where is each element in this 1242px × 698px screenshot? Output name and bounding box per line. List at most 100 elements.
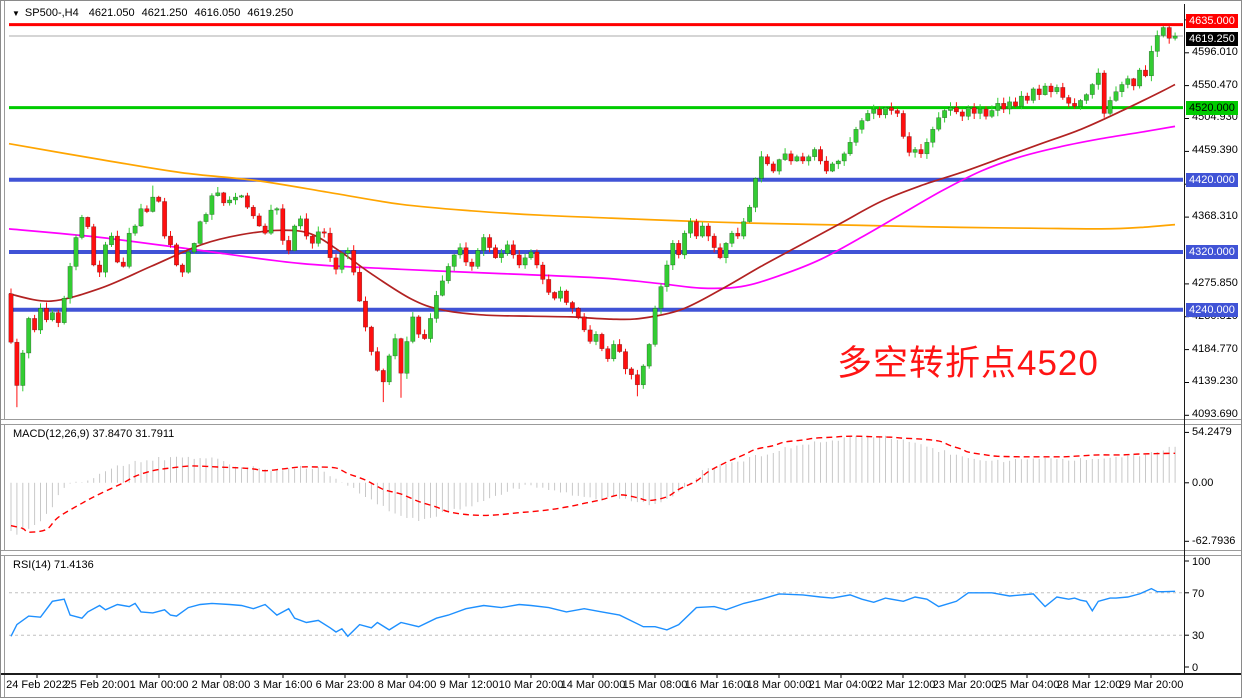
- annotation-text: 多空转折点4520: [837, 344, 1099, 383]
- candle-body: [487, 237, 493, 248]
- candle-body: [233, 196, 238, 201]
- candle-body: [812, 149, 818, 157]
- candle-body: [575, 308, 581, 318]
- panel-divider-macd[interactable]: [1, 419, 1241, 425]
- candle-body: [498, 253, 504, 258]
- candle-body: [292, 225, 298, 251]
- candle-body: [280, 208, 286, 241]
- candle-body: [924, 142, 930, 155]
- candle-body: [1101, 72, 1107, 114]
- candle-body: [764, 156, 770, 165]
- ohlc-high: 4621.250: [141, 7, 188, 19]
- time-axis-label: 28 Mar 12:00: [1056, 679, 1122, 691]
- candle-body: [1107, 100, 1113, 114]
- candle-body: [144, 208, 150, 212]
- candle-body: [912, 149, 918, 153]
- time-axis-label: 24 Feb 2022: [6, 679, 68, 691]
- candle-body: [1119, 84, 1125, 92]
- candle-body: [717, 247, 723, 259]
- candle-body: [439, 280, 445, 296]
- candle-body: [758, 156, 764, 179]
- time-axis-label: 25 Feb 20:00: [64, 679, 130, 691]
- candle-body: [1072, 103, 1078, 107]
- candle-body: [156, 196, 162, 202]
- ohlc-open: 4621.050: [88, 7, 135, 19]
- candle-body: [469, 261, 475, 267]
- candle-body: [73, 237, 79, 267]
- candle-body: [168, 235, 173, 246]
- price-axis-label: 4093.690: [1192, 408, 1238, 420]
- candle-body: [26, 318, 32, 354]
- price-axis-label: 4596.010: [1192, 46, 1238, 58]
- candle-body: [617, 344, 623, 352]
- candle-body: [794, 156, 800, 162]
- panel-divider-rsi[interactable]: [1, 550, 1241, 556]
- candle-body: [942, 110, 948, 118]
- candle-body: [918, 149, 924, 155]
- candle-body: [818, 149, 823, 162]
- time-axis-label: 8 Mar 04:00: [377, 679, 437, 691]
- candle-body: [327, 232, 333, 258]
- candle-body: [693, 221, 699, 237]
- candle-body: [1089, 84, 1095, 95]
- candle-body: [150, 196, 156, 212]
- candle-body: [676, 243, 682, 256]
- medium-ma-magenta: [8, 125, 1176, 290]
- candle-body: [593, 334, 599, 342]
- price-badge-4240: 4240.000: [1186, 303, 1238, 317]
- candle-body: [1024, 95, 1030, 101]
- candle-body: [392, 338, 398, 357]
- candle-body: [628, 368, 634, 375]
- candle-body: [646, 344, 652, 367]
- candle-body: [304, 218, 309, 237]
- candle-body: [14, 341, 20, 386]
- candle-body: [847, 142, 853, 155]
- candle-body: [55, 312, 61, 323]
- candle-body: [368, 326, 374, 352]
- candle-body: [823, 160, 829, 172]
- candle-body: [1054, 87, 1060, 92]
- candle-body: [138, 208, 144, 227]
- candle-body: [1001, 103, 1007, 110]
- price-axis-label: 4139.230: [1192, 375, 1238, 387]
- candle-body: [309, 235, 315, 244]
- candle-body: [1113, 91, 1119, 101]
- candle-body: [546, 279, 552, 293]
- candle-body: [865, 113, 871, 121]
- candle-body: [1172, 35, 1178, 39]
- candle-body: [97, 264, 103, 273]
- price-axis-label: 4459.390: [1192, 144, 1238, 156]
- candle-body: [664, 264, 670, 287]
- candle-body: [103, 244, 108, 273]
- ohlc-low: 4616.050: [194, 7, 241, 19]
- candle-body: [1154, 35, 1160, 52]
- price-axis-line: [1184, 4, 1185, 674]
- candle-body: [203, 214, 209, 222]
- candle-body: [711, 235, 717, 248]
- candle-body: [244, 195, 250, 208]
- candle-body: [1036, 88, 1042, 95]
- candle-body: [806, 156, 812, 162]
- candle-body: [1083, 94, 1089, 101]
- candle-body: [688, 221, 693, 234]
- candle-body: [333, 257, 339, 270]
- candle-body: [989, 110, 995, 117]
- candle-body: [652, 308, 658, 345]
- candle-body: [126, 232, 132, 267]
- candle-body: [522, 257, 528, 266]
- candle-body: [900, 113, 906, 137]
- candle-body: [256, 215, 262, 227]
- rsi-indicator-label: RSI(14) 71.4136: [13, 559, 94, 571]
- candle-body: [528, 251, 534, 259]
- time-axis-label: 14 Mar 00:00: [560, 679, 626, 691]
- one-click-dropdown-icon[interactable]: ▼: [12, 8, 20, 18]
- rsi-axis-label: 30: [1192, 630, 1205, 642]
- time-axis-label: 2 Mar 08:00: [191, 679, 251, 691]
- candle-body: [569, 302, 575, 309]
- candle-body: [32, 318, 38, 331]
- candle-body: [404, 341, 410, 374]
- candle-body: [1137, 69, 1143, 87]
- candle-body: [1007, 101, 1013, 110]
